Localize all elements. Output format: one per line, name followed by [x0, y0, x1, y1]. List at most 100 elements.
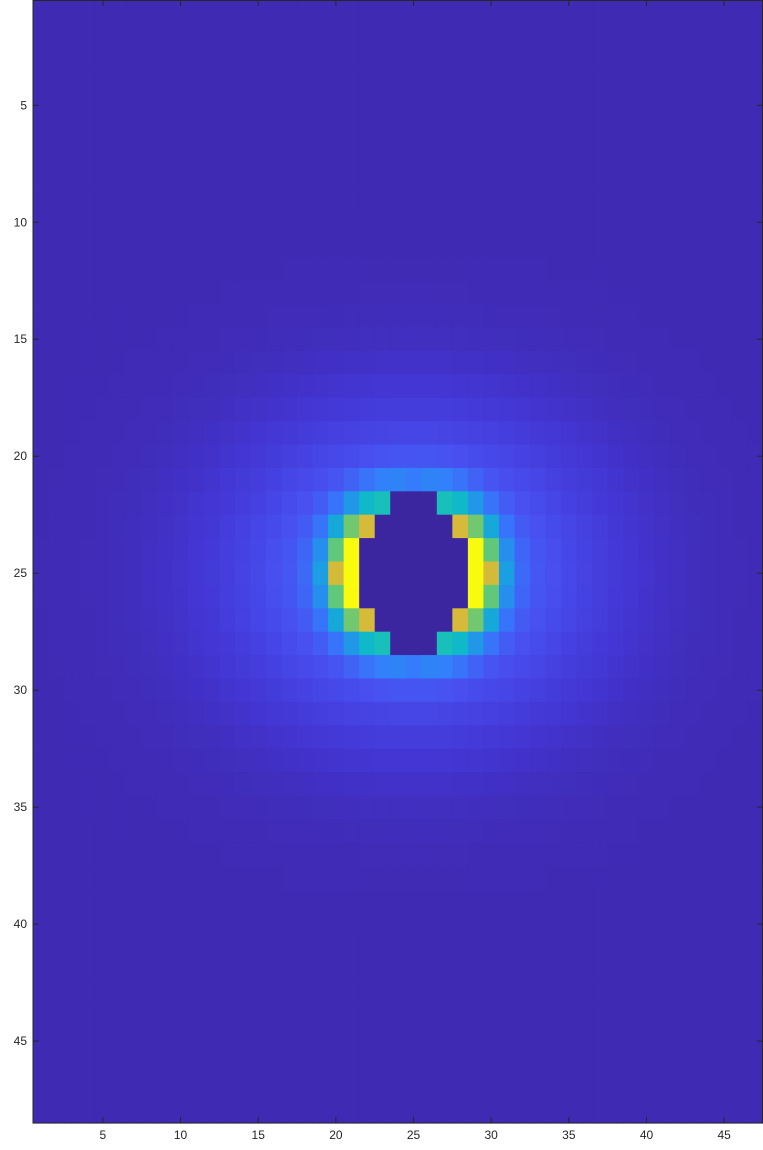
heatmap-cell	[483, 23, 500, 48]
heatmap-cell	[312, 538, 329, 563]
heatmap-cell	[592, 70, 609, 95]
heatmap-cell	[483, 140, 500, 165]
heatmap-cell	[95, 187, 112, 212]
heatmap-cell	[48, 467, 65, 492]
heatmap-cell	[747, 397, 763, 422]
heatmap-cell	[79, 514, 96, 539]
heatmap-cell	[607, 350, 624, 375]
heatmap-cell	[219, 70, 236, 95]
heatmap-cell	[685, 842, 702, 867]
heatmap-cell	[126, 1052, 143, 1077]
heatmap-cell	[669, 374, 686, 399]
heatmap-cell	[172, 187, 189, 212]
heatmap-cell	[592, 350, 609, 375]
heatmap-cell	[685, 257, 702, 282]
heatmap-cell	[203, 116, 220, 141]
heatmap-cell	[747, 116, 763, 141]
heatmap-cell	[312, 561, 329, 586]
heatmap-cell	[95, 467, 112, 492]
heatmap-cell	[654, 772, 671, 797]
heatmap-cell	[250, 608, 267, 633]
heatmap-cell	[48, 327, 65, 352]
heatmap-cell	[250, 46, 267, 71]
heatmap-cell	[561, 584, 578, 609]
heatmap-cell	[669, 187, 686, 212]
heatmap-cell	[592, 795, 609, 820]
heatmap-cell	[33, 608, 50, 633]
heatmap-cell	[514, 818, 531, 843]
heatmap-cell	[421, 210, 438, 235]
heatmap-cell	[297, 959, 314, 984]
heatmap-cell	[545, 584, 562, 609]
heatmap-cell	[141, 1029, 158, 1054]
heatmap-cell	[64, 374, 81, 399]
heatmap-cell	[95, 889, 112, 914]
heatmap-cell	[731, 304, 749, 329]
heatmap-cell	[467, 678, 485, 703]
heatmap-cell	[126, 1076, 143, 1101]
heatmap-cell	[545, 210, 562, 235]
heatmap-cell	[297, 982, 314, 1007]
heatmap-cell	[250, 631, 267, 656]
heatmap-cell	[141, 1052, 158, 1077]
heatmap-cell	[48, 1052, 65, 1077]
heatmap-cell	[530, 912, 547, 937]
heatmap-cell	[483, 1076, 500, 1101]
heatmap-cell	[203, 982, 220, 1007]
heatmap-cell	[654, 397, 671, 422]
heatmap-cell	[716, 678, 733, 703]
heatmap-cell	[265, 655, 283, 680]
heatmap-cell	[576, 795, 593, 820]
heatmap-cell	[514, 701, 531, 726]
heatmap-cell	[731, 46, 749, 71]
heatmap-cell	[390, 982, 407, 1007]
heatmap-cell	[700, 889, 717, 914]
heatmap-cell	[561, 327, 578, 352]
heatmap-cell	[623, 233, 640, 258]
heatmap-cell	[79, 397, 96, 422]
heatmap-cell	[685, 350, 702, 375]
heatmap-cell	[48, 561, 65, 586]
heatmap-cell	[141, 538, 158, 563]
heatmap-cells	[33, 0, 763, 1124]
heatmap-cell	[685, 1099, 702, 1124]
heatmap-cell	[607, 374, 624, 399]
y-tick-label: 30	[14, 683, 28, 697]
x-tick-label: 20	[329, 1128, 343, 1142]
heatmap-cell	[141, 444, 158, 469]
heatmap-cell	[405, 280, 422, 305]
heatmap-cell	[561, 678, 578, 703]
heatmap-cell	[530, 655, 547, 680]
heatmap-cell	[250, 514, 267, 539]
heatmap-cell	[188, 1099, 205, 1124]
heatmap-cell	[48, 163, 65, 188]
heatmap-cell	[498, 935, 516, 960]
heatmap-cell	[623, 421, 640, 446]
heatmap-cell	[188, 678, 205, 703]
heatmap-cell	[747, 608, 763, 633]
heatmap-cell	[374, 1029, 391, 1054]
heatmap-cell	[483, 959, 500, 984]
heatmap-cell	[669, 304, 686, 329]
heatmap-cell	[436, 210, 453, 235]
heatmap-cell	[297, 1006, 314, 1031]
heatmap-cell	[250, 233, 267, 258]
heatmap-cell	[436, 795, 453, 820]
heatmap-cell	[265, 444, 283, 469]
heatmap-cell	[64, 678, 81, 703]
heatmap-cell	[390, 421, 407, 446]
heatmap-cell	[421, 491, 438, 516]
heatmap-cell	[188, 772, 205, 797]
heatmap-cell	[576, 421, 593, 446]
heatmap-cell	[95, 140, 112, 165]
heatmap-cell	[607, 935, 624, 960]
heatmap-cell	[172, 23, 189, 48]
heatmap-cell	[700, 304, 717, 329]
heatmap-cell	[203, 1076, 220, 1101]
heatmap-cell	[95, 1006, 112, 1031]
heatmap-cell	[95, 163, 112, 188]
heatmap-cell	[607, 865, 624, 890]
heatmap-cell	[452, 1052, 469, 1077]
heatmap-cell	[203, 1099, 220, 1124]
heatmap-cell	[685, 421, 702, 446]
